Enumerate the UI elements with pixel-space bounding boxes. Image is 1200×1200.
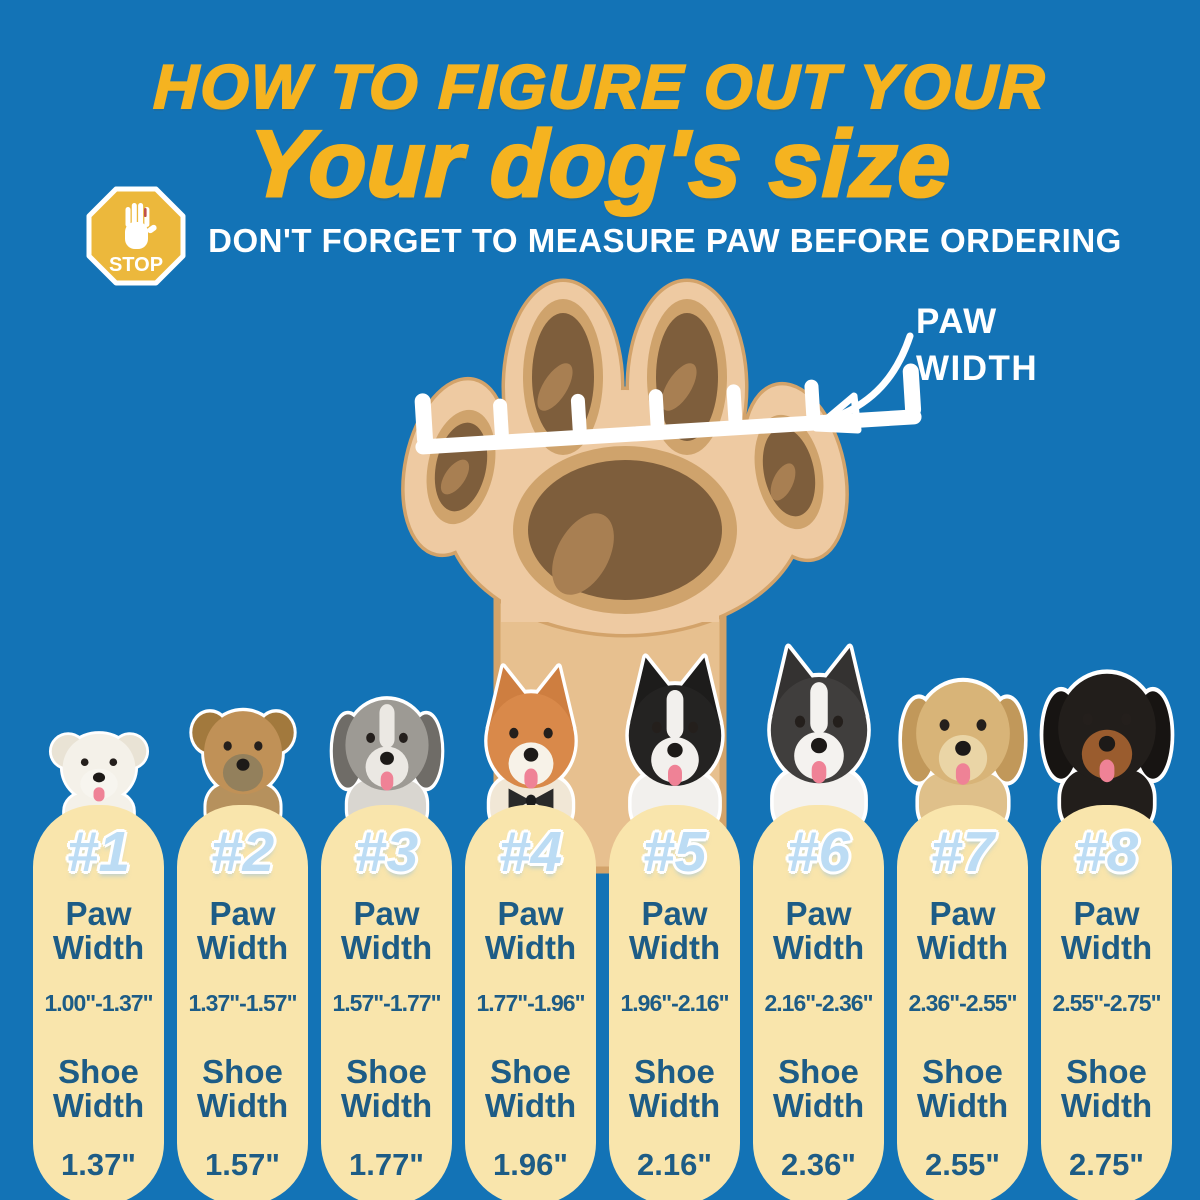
size-card: #4 Paw Width 1.77"-1.96" Shoe Width 1.96… (465, 805, 596, 1200)
size-number: #4 (498, 820, 563, 884)
paw-width-range: 2.36"-2.55" (908, 989, 1018, 1016)
shoe-width-heading: Shoe Width (772, 1052, 865, 1124)
paw-width-range: 2.55"-2.75" (1052, 989, 1162, 1016)
paw-width-range: 1.00"-1.37" (44, 989, 154, 1016)
paw-width-range: 1.77"-1.96" (476, 989, 586, 1016)
size-number: #2 (210, 820, 275, 884)
size-card: #1 Paw Width 1.00"-1.37" Shoe Width 1.37… (33, 805, 164, 1200)
dog-photo-rottweiler (1033, 637, 1181, 838)
size-number: #6 (786, 820, 851, 884)
paw-width-heading: Paw Width (916, 895, 1009, 967)
shoe-width-value: 1.37" (60, 1147, 137, 1183)
size-column: #2 Paw Width 1.37"-1.57" Shoe Width 1.57… (177, 707, 308, 1200)
size-card: #8 Paw Width 2.55"-2.75" Shoe Width 2.75… (1041, 805, 1172, 1200)
stop-label: STOP (109, 254, 163, 276)
shoe-width-heading: Shoe Width (484, 1052, 577, 1124)
hand-icon (125, 203, 157, 249)
dog-photo-golden-retriever (892, 647, 1034, 838)
shoe-width-value: 2.55" (924, 1147, 1001, 1183)
size-card: #5 Paw Width 1.96"-2.16" Shoe Width 2.16… (609, 805, 740, 1200)
paw-width-heading: Paw Width (52, 895, 145, 967)
paw-width-arrow-icon (812, 332, 914, 434)
shoe-width-heading: Shoe Width (916, 1052, 1009, 1124)
size-card: #3 Paw Width 1.57"-1.77" Shoe Width 1.77… (321, 805, 452, 1200)
size-number: #3 (354, 820, 419, 884)
size-column: #4 Paw Width 1.77"-1.96" Shoe Width 1.96… (465, 663, 596, 1200)
size-card: #2 Paw Width 1.37"-1.57" Shoe Width 1.57… (177, 805, 308, 1200)
shoe-width-heading: Shoe Width (1060, 1052, 1153, 1124)
shoe-width-heading: Shoe Width (628, 1052, 721, 1124)
paw-width-heading: Paw Width (1060, 895, 1153, 967)
size-card: #7 Paw Width 2.36"-2.55" Shoe Width 2.55… (897, 805, 1028, 1200)
measure-ruler (414, 363, 922, 455)
size-number: #7 (930, 820, 995, 884)
size-column: #5 Paw Width 1.96"-2.16" Shoe Width 2.16… (609, 653, 740, 1200)
paw-width-heading: Paw Width (484, 895, 577, 967)
paw-width-range: 2.16"-2.36" (764, 989, 874, 1016)
size-column: #8 Paw Width 2.55"-2.75" Shoe Width 2.75… (1039, 669, 1174, 1200)
paw-width-label: PAW WIDTH (916, 302, 1039, 389)
paw-illustration (401, 278, 922, 874)
paw-pads (426, 299, 824, 614)
size-column: #1 Paw Width 1.00"-1.37" Shoe Width 1.37… (33, 731, 164, 1200)
paw-width-heading: Paw Width (196, 895, 289, 967)
shoe-width-value: 2.75" (1068, 1147, 1145, 1183)
size-column: #6 Paw Width 2.16"-2.36" Shoe Width 2.36… (753, 643, 884, 1200)
paw-width-range: 1.37"-1.57" (188, 989, 298, 1016)
paw-width-heading: Paw Width (340, 895, 433, 967)
paw-width-range: 1.57"-1.77" (332, 989, 442, 1016)
shoe-width-heading: Shoe Width (196, 1052, 289, 1124)
shoe-width-value: 2.36" (780, 1147, 857, 1183)
shoe-width-heading: Shoe Width (52, 1052, 145, 1124)
size-number: #8 (1074, 820, 1139, 884)
dog-photo-border-collie (605, 651, 745, 838)
size-number: #5 (642, 820, 707, 884)
shoe-width-value: 1.57" (204, 1147, 281, 1183)
size-columns: #1 Paw Width 1.00"-1.37" Shoe Width 1.37… (33, 643, 1174, 1200)
size-column: #7 Paw Width 2.36"-2.55" Shoe Width 2.55… (897, 677, 1028, 1200)
paw-width-heading: Paw Width (772, 895, 865, 967)
shoe-width-value: 2.16" (636, 1147, 713, 1183)
paw-width-range: 1.96"-2.16" (620, 989, 730, 1016)
shoe-width-value: 1.96" (492, 1147, 569, 1183)
shoe-width-value: 1.77" (348, 1147, 425, 1183)
shoe-width-heading: Shoe Width (340, 1052, 433, 1124)
size-number: #1 (66, 820, 131, 884)
paw-width-heading: Paw Width (628, 895, 721, 967)
size-card: #6 Paw Width 2.16"-2.36" Shoe Width 2.36… (753, 805, 884, 1200)
size-column: #3 Paw Width 1.57"-1.77" Shoe Width 1.77… (321, 696, 452, 1200)
measure-warning-text: DON'T FORGET TO MEASURE PAW BEFORE ORDER… (208, 222, 1122, 259)
stop-icon: STOP (86, 186, 186, 286)
